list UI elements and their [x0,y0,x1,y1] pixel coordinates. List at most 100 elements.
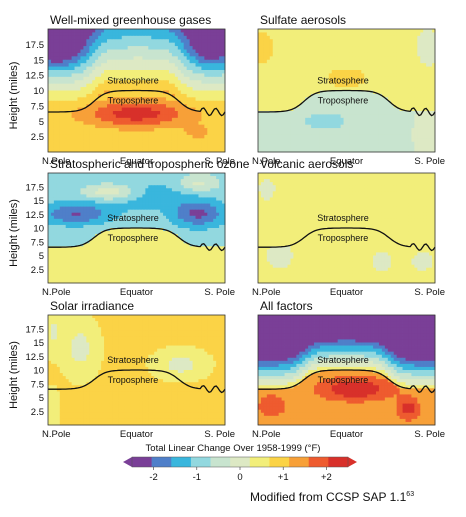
heatmap-cell [50,70,55,74]
heatmap-cell [263,49,268,54]
heatmap-cell [183,59,188,64]
heatmap-cell [107,63,111,67]
heatmap-cell [74,90,78,95]
heatmap-cell [346,93,350,98]
heatmap-cell [109,90,114,95]
heatmap-cell [296,76,300,81]
heatmap-cell [86,56,90,61]
heatmap-cell [133,104,137,108]
heatmap-cell [373,35,377,40]
heatmap-cell [420,42,424,47]
heatmap-cell [98,197,102,201]
heatmap-cell [115,104,120,108]
heatmap-cell [387,83,392,88]
heatmap-cell [59,93,64,98]
heatmap-cell [136,66,140,71]
heatmap-cell [109,70,114,74]
heatmap-cell [62,32,67,37]
heatmap-cell [192,114,196,119]
heatmap-cell [139,76,143,81]
heatmap-cell [74,107,78,112]
heatmap-cell [337,141,341,146]
heatmap-cell [177,107,182,112]
heatmap-cell [370,134,374,139]
heatmap-cell [311,70,315,74]
heatmap-cell [68,182,72,186]
heatmap-cell [207,87,211,91]
heatmap-cell [334,29,339,33]
heatmap-cell [317,124,321,129]
heatmap-cell [174,141,179,146]
heatmap-cell [171,124,176,129]
heatmap-cell [358,32,362,37]
heatmap-cell [104,128,108,132]
heatmap-cell [160,148,164,153]
heatmap-cell [168,87,173,91]
heatmap-cell [50,49,55,54]
heatmap-cell [62,80,67,85]
heatmap-cell [109,173,114,177]
heatmap-cell [222,59,226,64]
heatmap-cell [272,138,277,143]
heatmap-cell [334,128,339,132]
heatmap-cell [213,66,217,71]
heatmap-cell [192,56,196,61]
heatmap-cell [408,63,412,67]
heatmap-cell [411,124,415,129]
heatmap-cell [423,145,427,149]
heatmap-cell [112,185,117,189]
heatmap-cell [168,176,173,180]
heatmap-cell [56,111,61,115]
heatmap-cell [396,134,400,139]
heatmap-cell [411,52,415,57]
heatmap-cell [68,39,72,44]
heatmap-cell [287,138,291,143]
heatmap-cell [53,173,58,177]
heatmap-cell [423,93,427,98]
heatmap-cell [328,80,333,85]
heatmap-cell [130,114,134,119]
heatmap-cell [204,80,208,85]
heatmap-cell [384,80,389,85]
heatmap-cell [89,185,93,189]
heatmap-cell [263,87,268,91]
heatmap-cell [302,66,306,71]
heatmap-cell [53,182,58,186]
heatmap-cell [98,117,102,122]
heatmap-cell [59,134,64,139]
heatmap-cell [405,29,409,33]
heatmap-cell [145,148,149,153]
heatmap-cell [50,200,55,204]
heatmap-cell [290,145,294,149]
heatmap-cell [180,188,185,192]
heatmap-cell [71,39,75,44]
heatmap-cell [319,97,324,102]
heatmap-cell [180,145,185,149]
heatmap-cell [104,87,108,91]
heatmap-cell [89,59,93,64]
heatmap-cell [311,93,315,98]
heatmap-cell [207,141,211,146]
heatmap-cell [399,49,403,54]
heatmap-cell [290,117,294,122]
heatmap-cell [201,124,205,129]
heatmap-cell [174,188,179,192]
heatmap-cell [74,117,78,122]
heatmap-cell [411,32,415,37]
heatmap-cell [201,197,205,201]
heatmap-cell [107,42,111,47]
heatmap-cell [364,87,368,91]
heatmap-cell [352,35,356,40]
heatmap-cell [284,111,288,115]
heatmap-cell [337,138,341,143]
heatmap-cell [396,97,400,102]
heatmap-cell [355,76,359,81]
heatmap-cell [65,121,70,126]
heatmap-cell [429,138,433,143]
heatmap-cell [89,49,93,54]
heatmap-cell [201,49,205,54]
heatmap-cell [387,145,392,149]
heatmap-cell [101,145,105,149]
heatmap-cell [219,194,223,198]
heatmap-cell [68,203,72,208]
